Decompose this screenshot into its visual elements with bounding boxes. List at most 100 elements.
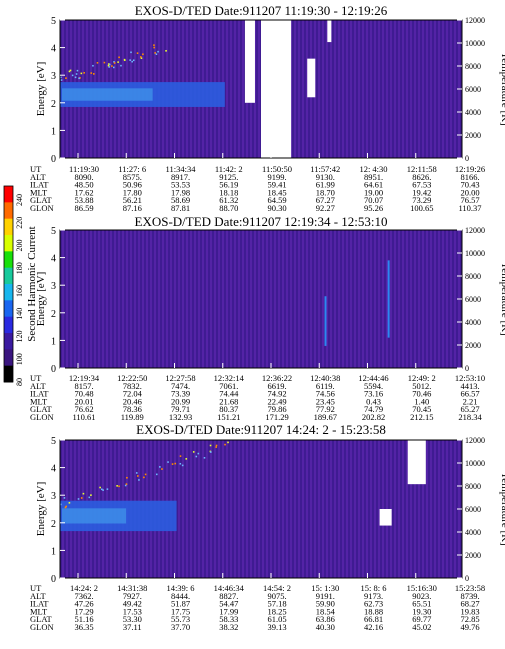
row-label: GLON — [30, 203, 54, 213]
orbit-value: 0.43 — [366, 396, 381, 406]
scatter-dot — [92, 73, 95, 75]
orbit-value: 7832. — [123, 381, 142, 391]
orbit-value: 7061. — [219, 381, 238, 391]
y-tick-label: 0 — [51, 364, 56, 375]
orbit-value: 61.99 — [316, 180, 335, 190]
scatter-dot — [142, 53, 144, 56]
scatter-dot — [120, 64, 122, 67]
orbit-value: 42.16 — [364, 622, 383, 632]
row-label: UT — [30, 373, 42, 383]
scatter-dot — [107, 64, 110, 67]
row-label: ALT — [30, 591, 47, 601]
orbit-value: 17.75 — [171, 606, 190, 616]
row-label: ILAT — [30, 180, 49, 190]
ut-value: 12:27:58 — [165, 373, 195, 383]
orbit-value: 66.57 — [460, 389, 479, 399]
scatter-dot — [153, 46, 155, 49]
orbit-value: 8917. — [171, 172, 190, 182]
scatter-dot — [215, 446, 217, 448]
orbit-value: 110.37 — [458, 203, 481, 213]
orbit-value: 17.62 — [74, 187, 93, 197]
ut-value: 15: 8: 6 — [361, 583, 387, 593]
ut-value: 14:24: 2 — [70, 583, 98, 593]
orbit-value: 1.40 — [414, 396, 429, 406]
colorbar-segment — [4, 235, 13, 252]
ut-value: 12:44:46 — [358, 373, 388, 383]
orbit-value: 74.44 — [219, 389, 239, 399]
y-right-tick-label: 0 — [465, 574, 469, 583]
orbit-value: 56.21 — [123, 195, 142, 205]
scatter-dot — [68, 502, 71, 504]
scatter-dot — [124, 484, 127, 487]
orbit-value: 79.71 — [171, 404, 190, 414]
orbit-value: 54.47 — [219, 599, 238, 609]
colorbar-segment — [4, 251, 13, 269]
scatter-dot — [76, 69, 79, 72]
orbit-value: 51.87 — [171, 599, 190, 609]
y-axis-label: Energy [eV] — [35, 482, 47, 536]
orbit-value: 18.18 — [219, 187, 238, 197]
scatter-dot — [137, 475, 139, 477]
colorbar-tick-label: 140 — [15, 308, 24, 320]
orbit-value: 64.61 — [364, 180, 383, 190]
plot-texture — [60, 230, 462, 368]
orbit-value: 78.36 — [123, 404, 142, 414]
orbit-value: 37.11 — [123, 622, 142, 632]
scatter-dot — [60, 79, 63, 81]
energy-band-core — [62, 88, 153, 101]
y-right-tick-label: 0 — [465, 154, 469, 163]
y-right-axis-label: Temperature [K] — [499, 52, 505, 125]
scatter-dot — [90, 494, 92, 496]
orbit-value: 17.98 — [171, 187, 190, 197]
y-right-tick-label: 10000 — [465, 459, 485, 468]
orbit-value: 218.34 — [458, 412, 482, 422]
ut-value: 12:53:10 — [455, 373, 485, 383]
ut-value: 12:40:38 — [310, 373, 340, 383]
data-gap — [244, 20, 255, 103]
y-right-tick-label: 0 — [465, 364, 469, 373]
orbit-value: 70.46 — [412, 389, 431, 399]
y-right-tick-label: 4000 — [465, 108, 481, 117]
orbit-value: 72.85 — [460, 614, 479, 624]
row-label: GLON — [30, 622, 54, 632]
orbit-value: 73.29 — [412, 195, 431, 205]
colorbar-tick-label: 220 — [15, 217, 24, 229]
ut-value: 14:54: 2 — [263, 583, 291, 593]
orbit-value: 64.59 — [267, 195, 286, 205]
orbit-value: 49.76 — [460, 622, 479, 632]
scatter-dot — [203, 457, 206, 459]
scatter-dot — [179, 455, 182, 457]
y-tick-label: 0 — [51, 574, 56, 585]
orbit-value: 80.37 — [219, 404, 238, 414]
ut-value: 12:22:50 — [117, 373, 147, 383]
orbit-value: 65.27 — [460, 404, 479, 414]
orbit-value: 63.86 — [316, 614, 335, 624]
data-gap — [261, 20, 292, 158]
orbit-value: 21.68 — [219, 396, 238, 406]
orbit-value: 39.13 — [267, 622, 286, 632]
scatter-dot — [157, 50, 159, 53]
orbit-value: 20.46 — [123, 396, 142, 406]
colorbar-tick-label: 80 — [15, 378, 24, 386]
scatter-dot — [80, 497, 83, 499]
scatter-dot — [181, 464, 184, 467]
data-gap — [327, 20, 332, 43]
scatter-dot — [227, 441, 229, 444]
panel-1: EXOS-D/TED Date:911207 11:19:30 - 12:19:… — [30, 3, 505, 213]
row-label: MLT — [30, 187, 48, 197]
y-right-tick-label: 8000 — [465, 482, 481, 491]
y-right-tick-label: 8000 — [465, 62, 481, 71]
orbit-value: 58.33 — [219, 614, 238, 624]
orbit-value: 62.73 — [364, 599, 383, 609]
scatter-dot — [197, 452, 200, 455]
orbit-value: 17.53 — [123, 606, 142, 616]
orbit-value: 76.57 — [460, 195, 479, 205]
scatter-dot — [174, 462, 177, 465]
orbit-value: 61.32 — [219, 195, 238, 205]
colorbar-tick-label: 160 — [15, 285, 24, 297]
orbit-value: 70.43 — [460, 180, 479, 190]
orbit-value: 171.29 — [265, 412, 288, 422]
orbit-value: 74.92 — [267, 389, 286, 399]
orbit-value: 19.83 — [460, 606, 479, 616]
orbit-value: 22.49 — [267, 396, 286, 406]
